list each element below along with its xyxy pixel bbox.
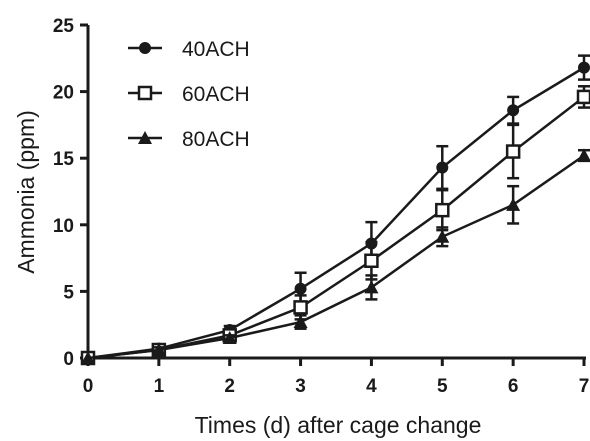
series-80ACH [81,148,590,364]
y-tick-label: 0 [63,349,74,370]
legend-marker [138,131,152,144]
legend-label: 40ACH [182,38,250,61]
data-point [222,331,237,345]
data-point [294,282,307,295]
plot-area [80,54,590,366]
legend-label: 60ACH [182,83,250,106]
y-tick-label: 10 [53,216,74,237]
series-line [87,154,585,360]
y-tick-label: 20 [53,83,74,104]
x-tick-label: 6 [508,376,519,397]
x-tick-labels: 0 1 2 3 4 5 6 7 [83,376,590,397]
data-point [507,104,520,117]
x-tick-label: 2 [224,376,235,397]
data-point [436,161,449,174]
x-axis-label: Times (d) after cage change [195,412,482,438]
legend-item-60ACH: 60ACH [128,83,250,106]
legend-item-80ACH: 80ACH [128,128,250,151]
y-tick-label: 15 [53,149,75,170]
x-tick-label: 5 [437,376,448,397]
x-tick-label: 1 [154,376,165,397]
y-tick-label: 5 [63,282,74,303]
data-point [293,315,308,329]
x-tick-label: 7 [579,376,590,397]
data-point [505,144,521,159]
data-point [151,343,166,357]
legend: 40ACH 60ACH 80ACH [128,38,250,151]
data-point [577,148,590,162]
y-tick-label: 25 [53,16,75,37]
series-line [87,66,585,360]
legend-item-40ACH: 40ACH [128,38,250,61]
data-point [81,351,95,364]
data-point [576,89,590,105]
series-line [87,95,585,360]
legend-label: 80ACH [182,128,250,151]
data-point [364,253,379,269]
data-point [435,202,450,218]
x-tick-label: 3 [295,376,306,397]
legend-marker [137,85,153,101]
x-tick-label: 0 [83,376,94,397]
axes [80,23,586,366]
data-point [364,280,379,294]
data-point [435,229,450,243]
legend-marker [139,42,151,54]
y-tick-labels: 0 5 10 15 20 25 [53,16,75,370]
x-tick-label: 4 [366,376,377,397]
data-point [578,61,590,74]
series-60ACH [80,85,590,366]
y-axis-label: Ammonia (ppm) [13,110,39,274]
data-point [293,300,308,315]
data-point [506,197,521,211]
